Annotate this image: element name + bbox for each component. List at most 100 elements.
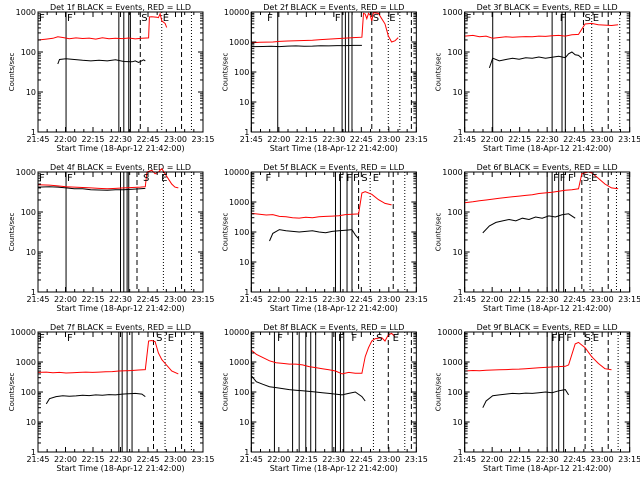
y-axis-label: Counts/sec xyxy=(221,53,229,92)
plot-panel-7: Det 7f BLACK = Events, RED = LLD Counts/s… xyxy=(8,323,215,473)
plot-panel-4: Det 4f BLACK = Events, RED = LLD Counts/s… xyxy=(8,163,215,313)
marker-label: E xyxy=(389,13,395,24)
x-tick-label: 23:00 xyxy=(377,295,400,304)
marker-label: F xyxy=(558,333,564,344)
marker-label: S xyxy=(141,13,147,24)
x-axis-label: Start Time (18-Apr-12 21:42:00) xyxy=(483,144,611,153)
series-line-events xyxy=(269,229,359,242)
series-line-lld xyxy=(37,168,179,190)
x-tick-label: 22:00 xyxy=(267,455,290,464)
y-tick-label: 10 xyxy=(26,88,36,97)
y-axis-label: Counts/sec xyxy=(221,213,229,252)
x-axis-label: Start Time (18-Apr-12 21:42:00) xyxy=(270,144,398,153)
x-tick-label: 22:30 xyxy=(322,295,345,304)
y-tick-label: 1 xyxy=(458,448,463,457)
plot-frame xyxy=(37,331,204,453)
series-line-events xyxy=(57,58,146,65)
y-tick-label: 10 xyxy=(239,98,249,107)
y-tick-label: 1000 xyxy=(229,358,249,367)
y-axis-label: Counts/sec xyxy=(435,373,443,412)
y-tick-label: 100 xyxy=(447,388,462,397)
x-tick-label: 22:15 xyxy=(295,295,318,304)
x-tick-label: 22:45 xyxy=(136,135,159,144)
x-tick-label: 23:00 xyxy=(591,135,614,144)
y-tick-label: 100 xyxy=(21,48,36,57)
marker-label: S xyxy=(584,333,590,344)
marker-label: E xyxy=(168,333,174,344)
marker-label: F xyxy=(351,333,357,344)
x-tick-label: 21:45 xyxy=(453,455,476,464)
x-tick-label: 22:45 xyxy=(350,295,373,304)
y-tick-label: 10 xyxy=(452,88,462,97)
x-tick-label: 22:15 xyxy=(508,455,531,464)
x-tick-label: 23:00 xyxy=(164,135,187,144)
x-tick-label: 23:00 xyxy=(164,295,187,304)
x-tick-label: 22:30 xyxy=(109,295,132,304)
series-line-lld xyxy=(464,171,619,204)
y-tick-label: 100 xyxy=(234,68,249,77)
x-tick-label: 22:45 xyxy=(350,455,373,464)
x-tick-label: 23:00 xyxy=(377,135,400,144)
x-tick-label: 22:00 xyxy=(267,135,290,144)
series-line-events xyxy=(251,44,362,48)
marker-label: E xyxy=(591,173,597,184)
x-tick-label: 23:15 xyxy=(191,135,214,144)
x-axis-label: Start Time (18-Apr-12 21:42:00) xyxy=(483,464,611,473)
y-tick-label: 1000 xyxy=(442,8,462,17)
marker-label: F xyxy=(67,333,73,344)
plot-title: Det 8f BLACK = Events, RED = LLD xyxy=(263,323,404,332)
series-line-events xyxy=(482,213,576,234)
marker-label: F xyxy=(566,333,572,344)
marker-label: F xyxy=(553,173,559,184)
plot-title: Det 5f BLACK = Events, RED = LLD xyxy=(263,163,404,172)
series-line-lld xyxy=(37,339,179,375)
x-axis-label: Start Time (18-Apr-12 21:42:00) xyxy=(483,304,611,313)
y-axis-label: Counts/sec xyxy=(8,373,16,412)
marker-label: S xyxy=(583,173,589,184)
marker-label: F xyxy=(353,173,359,184)
y-tick-label: 1000 xyxy=(442,358,462,367)
x-tick-label: 23:00 xyxy=(164,455,187,464)
x-tick-label: 21:45 xyxy=(453,135,476,144)
x-tick-label: 22:30 xyxy=(536,135,559,144)
marker-label: F xyxy=(335,13,341,24)
y-tick-label: 1000 xyxy=(16,358,36,367)
x-tick-label: 22:30 xyxy=(536,455,559,464)
x-tick-label: 23:15 xyxy=(191,455,214,464)
y-tick-label: 100 xyxy=(234,388,249,397)
x-tick-label: 22:30 xyxy=(322,135,345,144)
series-line-events xyxy=(45,392,146,405)
x-tick-label: 22:15 xyxy=(508,295,531,304)
x-tick-label: 21:45 xyxy=(240,455,263,464)
x-tick-label: 21:45 xyxy=(26,455,49,464)
marker-label: F xyxy=(67,173,73,184)
x-tick-label: 22:15 xyxy=(295,135,318,144)
plot-title: Det 3f BLACK = Events, RED = LLD xyxy=(477,3,618,12)
x-tick-label: 22:45 xyxy=(350,135,373,144)
plot-title: Det 9f BLACK = Events, RED = LLD xyxy=(477,323,618,332)
marker-label: F xyxy=(277,333,283,344)
x-tick-label: 21:45 xyxy=(26,135,49,144)
plot-title: Det 2f BLACK = Events, RED = LLD xyxy=(263,3,404,12)
marker-label: F xyxy=(560,173,566,184)
x-tick-label: 22:15 xyxy=(295,455,318,464)
x-tick-label: 22:30 xyxy=(109,135,132,144)
y-tick-label: 1 xyxy=(244,448,249,457)
marker-label: E xyxy=(593,333,599,344)
plot-title: Det 1f BLACK = Events, RED = LLD xyxy=(50,3,191,12)
x-tick-label: 22:45 xyxy=(563,455,586,464)
y-tick-label: 10 xyxy=(239,258,249,267)
marker-label: S xyxy=(376,333,382,344)
series-line-lld xyxy=(464,341,612,372)
x-tick-label: 22:15 xyxy=(81,295,104,304)
x-tick-label: 22:45 xyxy=(563,135,586,144)
y-tick-label: 100 xyxy=(21,388,36,397)
marker-label: F xyxy=(338,173,344,184)
plot-panel-5: Det 5f BLACK = Events, RED = LLD Counts/s… xyxy=(221,163,428,313)
x-tick-label: 22:15 xyxy=(81,135,104,144)
y-axis-label: Counts/sec xyxy=(8,213,16,252)
plot-frame xyxy=(250,11,417,133)
x-tick-label: 23:00 xyxy=(591,455,614,464)
marker-label: F xyxy=(266,173,272,184)
